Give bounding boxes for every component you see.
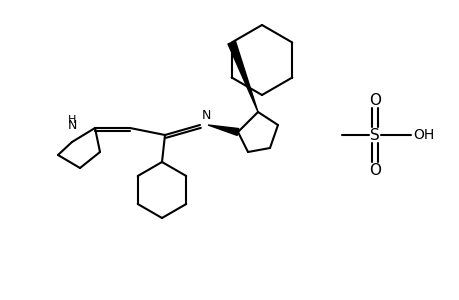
Polygon shape: [207, 125, 238, 135]
Text: H: H: [67, 115, 76, 125]
Text: OH: OH: [412, 128, 433, 142]
Text: O: O: [368, 92, 380, 107]
Text: O: O: [368, 163, 380, 178]
Text: S: S: [369, 128, 379, 142]
Text: N: N: [202, 109, 211, 122]
Polygon shape: [228, 41, 257, 112]
Text: N: N: [67, 119, 77, 132]
